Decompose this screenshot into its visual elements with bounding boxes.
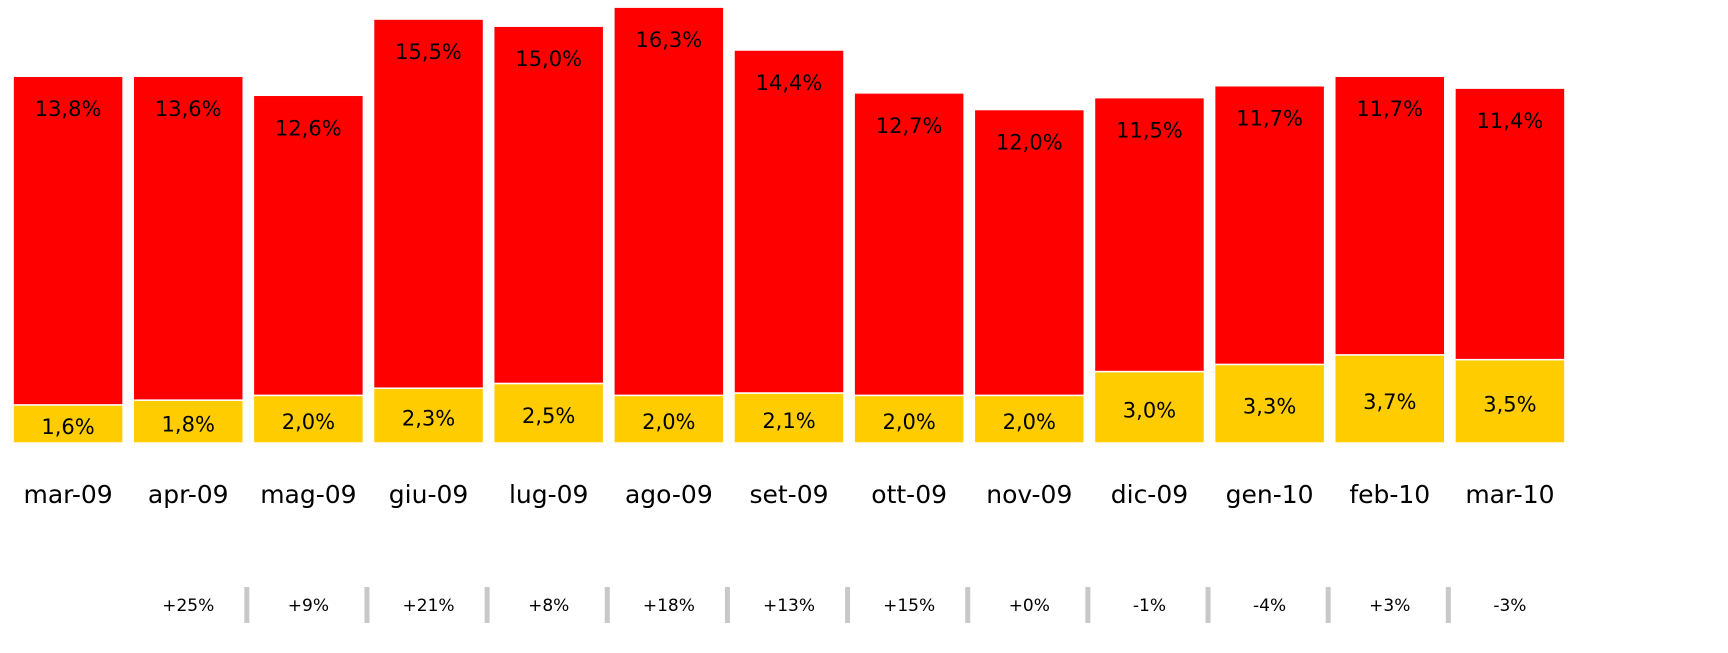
value-label: 13,6% bbox=[155, 97, 222, 121]
change-label: +13% bbox=[763, 596, 815, 616]
value-label: 15,5% bbox=[395, 40, 462, 64]
bar-segment bbox=[12, 75, 124, 406]
change-label: -4% bbox=[1253, 596, 1286, 616]
value-label: 2,5% bbox=[522, 404, 575, 428]
bar-segment bbox=[613, 6, 725, 397]
separator bbox=[1445, 587, 1451, 623]
bar-segment bbox=[613, 394, 725, 444]
change-label: +21% bbox=[403, 596, 455, 616]
bar-segment bbox=[372, 18, 485, 389]
bar-segment bbox=[1213, 363, 1326, 444]
bar-segment bbox=[492, 382, 605, 444]
change-label: +18% bbox=[643, 596, 695, 616]
separator bbox=[244, 587, 250, 623]
value-label: 3,0% bbox=[1123, 398, 1176, 422]
change-label: +15% bbox=[883, 596, 935, 616]
value-label: 13,8% bbox=[35, 97, 102, 121]
value-label: 1,8% bbox=[162, 413, 215, 437]
separator bbox=[1085, 587, 1091, 623]
separator bbox=[845, 587, 851, 623]
bar-segment bbox=[132, 399, 244, 444]
bar-segment bbox=[973, 108, 1086, 397]
x-tick-label: mag-09 bbox=[260, 480, 356, 509]
bar-segment bbox=[853, 394, 965, 444]
value-label: 2,1% bbox=[762, 409, 815, 433]
bar-segment bbox=[1334, 354, 1446, 444]
separator bbox=[604, 587, 610, 623]
value-label: 16,3% bbox=[635, 28, 702, 52]
value-label: 11,7% bbox=[1356, 97, 1423, 121]
x-tick-label: mar-09 bbox=[23, 480, 112, 509]
bar-segment bbox=[252, 94, 365, 397]
change-label: +9% bbox=[288, 596, 329, 616]
bar-segment bbox=[372, 387, 485, 444]
bar-segment bbox=[1093, 96, 1206, 373]
x-tick-label: mar-10 bbox=[1465, 480, 1554, 509]
value-label: 2,3% bbox=[402, 407, 455, 431]
change-label: -1% bbox=[1133, 596, 1166, 616]
bar-segment bbox=[853, 92, 965, 397]
bar-segment bbox=[1454, 358, 1566, 444]
change-label: +3% bbox=[1369, 596, 1410, 616]
value-label: 11,5% bbox=[1116, 119, 1183, 143]
bar-segment bbox=[973, 394, 1086, 444]
value-label: 15,0% bbox=[515, 47, 582, 71]
value-label: 1,6% bbox=[41, 415, 94, 439]
change-label: -3% bbox=[1493, 596, 1526, 616]
separator bbox=[484, 587, 490, 623]
value-label: 2,0% bbox=[282, 410, 335, 434]
x-tick-label: ott-09 bbox=[871, 480, 947, 509]
separator bbox=[364, 587, 370, 623]
x-tick-label: ago-09 bbox=[625, 480, 713, 509]
x-tick-label: dic-09 bbox=[1111, 480, 1188, 509]
value-label: 2,0% bbox=[1003, 410, 1056, 434]
x-tick-label: apr-09 bbox=[148, 480, 229, 509]
x-tick-label: giu-09 bbox=[389, 480, 469, 509]
separator bbox=[965, 587, 971, 623]
value-label: 12,0% bbox=[996, 131, 1063, 155]
change-label: +0% bbox=[1009, 596, 1050, 616]
change-label: +25% bbox=[162, 596, 214, 616]
x-tick-label: gen-10 bbox=[1226, 480, 1314, 509]
value-label: 11,7% bbox=[1236, 107, 1303, 131]
value-label: 12,6% bbox=[275, 116, 342, 140]
bar-segment bbox=[1213, 84, 1326, 366]
x-tick-label: lug-09 bbox=[509, 480, 589, 509]
value-label: 2,0% bbox=[642, 410, 695, 434]
separator bbox=[724, 587, 730, 623]
value-label: 3,7% bbox=[1363, 390, 1416, 414]
value-label: 3,5% bbox=[1483, 392, 1536, 416]
value-label: 2,0% bbox=[882, 410, 935, 434]
bar-segment bbox=[12, 404, 124, 444]
x-tick-label: feb-10 bbox=[1349, 480, 1430, 509]
value-label: 12,7% bbox=[876, 114, 943, 138]
x-tick-label: set-09 bbox=[749, 480, 828, 509]
x-tick-label: nov-09 bbox=[986, 480, 1072, 509]
bar-segment bbox=[1454, 87, 1566, 361]
bar-segment bbox=[1093, 370, 1206, 444]
bar-segment bbox=[492, 25, 605, 385]
bar-segment bbox=[132, 75, 244, 401]
value-label: 3,3% bbox=[1243, 395, 1296, 419]
bar-segment bbox=[733, 49, 845, 394]
value-label: 11,4% bbox=[1477, 109, 1544, 133]
value-label: 14,4% bbox=[756, 71, 823, 95]
separator bbox=[1205, 587, 1211, 623]
bar-segment bbox=[1334, 75, 1446, 356]
separator bbox=[1325, 587, 1331, 623]
bar-segment bbox=[733, 392, 845, 444]
change-label: +8% bbox=[528, 596, 569, 616]
